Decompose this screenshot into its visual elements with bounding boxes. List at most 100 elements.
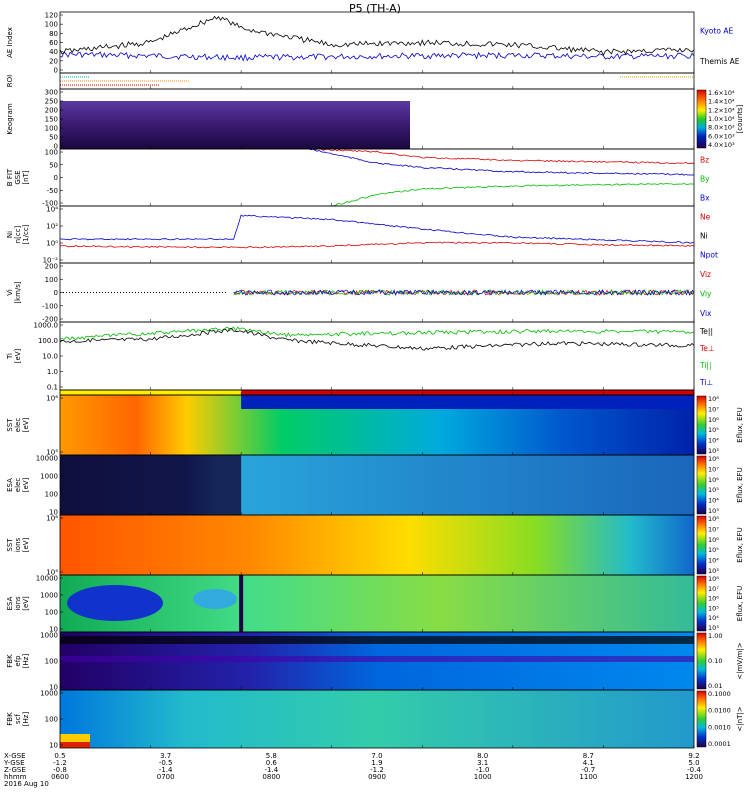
colorbar-tick-label: 10⁵ xyxy=(708,426,719,434)
colorbar-tick-label: 10⁵ xyxy=(708,546,719,554)
panel-ylabel: B FIT xyxy=(6,168,14,186)
legend-entry: Vix xyxy=(700,309,712,318)
colorbar-tick-label: 10³ xyxy=(708,507,719,515)
ytick-label: 0 xyxy=(54,67,58,75)
colorbar xyxy=(696,690,707,748)
xtick-label: 0800 xyxy=(262,773,280,781)
ytick-label: 10⁶ xyxy=(46,395,58,403)
ytick-label: 100 xyxy=(45,716,58,724)
colorbar-tick-label: 10³ xyxy=(708,567,719,575)
ephem-value: -1.4 xyxy=(159,766,173,774)
panel-frame xyxy=(59,148,695,207)
esa-ion-gap xyxy=(239,575,244,632)
colorbar-tick-label: 10⁶ xyxy=(708,595,719,603)
ephem-value: 8.7 xyxy=(583,752,594,760)
series-line-kyoto-ae xyxy=(59,51,695,62)
colorbar-tick-label: 10⁷ xyxy=(708,525,719,533)
colorbar-label: <|mV/m|> xyxy=(736,642,744,679)
panel-ylabel: scf xyxy=(14,713,22,723)
ytick-label: -100 xyxy=(42,200,58,208)
colorbar-tick-label: 4.0×10³ xyxy=(708,141,735,149)
ytick-label: 10000 xyxy=(36,455,58,463)
ytick-label: 1000 xyxy=(40,473,58,481)
series-line-ne xyxy=(59,241,695,249)
colorbar-tick-label: 8.0×10³ xyxy=(708,124,735,132)
ytick-label: 10 xyxy=(49,626,58,634)
ytick-label: 1000.0 xyxy=(34,322,59,330)
series-line-bx xyxy=(331,182,695,207)
ytick-label: 10000 xyxy=(36,575,58,583)
colorbar-tick-label: 10⁶ xyxy=(708,416,719,424)
ephem-label: hhmm xyxy=(4,773,27,781)
ytick-label: 100 xyxy=(45,609,58,617)
colorbar-tick-label: 10³ xyxy=(708,624,719,632)
legend-entry: Viy xyxy=(700,289,712,298)
ephem-value: 8.0 xyxy=(477,752,488,760)
panel-ylabel: [Hz] xyxy=(22,712,30,727)
ephem-value: 9.2 xyxy=(688,752,699,760)
panel-frame xyxy=(59,72,695,90)
ytick-label: 200 xyxy=(45,107,58,115)
ephem-value: 1.9 xyxy=(371,759,382,767)
ytick-label: 80 xyxy=(49,30,58,38)
ytick-label: -100 xyxy=(42,302,58,310)
series-line-te- xyxy=(59,327,695,351)
legend-entry: Viz xyxy=(700,270,711,279)
esa-electron-noise-region xyxy=(60,455,242,515)
panel-ylabel: GSE xyxy=(14,170,22,184)
legend-entry: By xyxy=(700,174,710,183)
ytick-label: 250 xyxy=(45,98,58,106)
ytick-label: 10 xyxy=(49,742,58,750)
ephem-value: 4.1 xyxy=(583,759,594,767)
esa-ion-plasma-blob xyxy=(67,585,163,621)
ytick-label: 100 xyxy=(45,125,58,133)
colorbar-tick-label: 10⁸ xyxy=(708,575,719,583)
panel-ylabel: [eV] xyxy=(22,537,30,552)
xtick-label: 1100 xyxy=(579,773,597,781)
colorbar xyxy=(696,395,707,455)
ephem-value: 5.0 xyxy=(688,759,699,767)
ytick-label: -200 xyxy=(42,316,58,324)
ytick-label: 100 xyxy=(45,149,58,157)
ytick-label: 10⁴ xyxy=(46,206,58,214)
colorbar-tick-label: 0.0001 xyxy=(708,740,731,748)
ephem-value: -1.2 xyxy=(53,759,67,767)
xtick-label: 0900 xyxy=(368,773,386,781)
fbk-efp-dark-band xyxy=(60,636,694,644)
ytick-label: 40 xyxy=(49,48,58,56)
series-line-by xyxy=(308,148,695,176)
panel-frame xyxy=(59,205,695,264)
ytick-label: 10 xyxy=(49,509,58,517)
ytick-label: 1.0 xyxy=(47,368,58,376)
ytick-label: 10.0 xyxy=(42,353,58,361)
panel-ylabel: [Hz] xyxy=(22,654,30,669)
panel-ylabel: SST xyxy=(6,418,14,432)
ephem-label: X-GSE xyxy=(4,752,26,760)
colorbar-label: Eflux, EFU xyxy=(736,586,744,621)
ephem-value: -0.5 xyxy=(159,759,173,767)
legend-entry: Ne xyxy=(700,212,711,221)
colorbar-tick-label: 10⁸ xyxy=(708,395,719,403)
colorbar-tick-label: 10⁴ xyxy=(708,614,719,622)
colorbar-tick-label: 6.0×10³ xyxy=(708,132,735,140)
esa-ion-spectrogram xyxy=(60,575,694,632)
ephem-label: Z-GSE xyxy=(4,766,26,774)
colorbar-tick-label: 1.6×10⁴ xyxy=(708,89,735,97)
legend-entry: Ti|| xyxy=(699,361,712,370)
keogram-image xyxy=(60,101,410,149)
ephem-value: 0.6 xyxy=(266,759,278,767)
ephem-value: 5.8 xyxy=(266,752,277,760)
colorbar xyxy=(696,455,707,515)
xtick-label: 0700 xyxy=(157,773,175,781)
colorbar xyxy=(696,515,707,575)
ytick-label: 0 xyxy=(54,143,58,151)
panel-ylabel: elec xyxy=(14,418,22,433)
ytick-label: 1000 xyxy=(40,592,58,600)
ytick-label: 20 xyxy=(49,57,58,65)
panel-ylabel: [nT] xyxy=(22,170,30,184)
ytick-label: 10⁻² xyxy=(43,257,59,265)
colorbar-tick-label: 10⁵ xyxy=(708,604,719,612)
colorbar-tick-label: 10⁷ xyxy=(708,405,719,413)
xtick-label: 1000 xyxy=(474,773,492,781)
